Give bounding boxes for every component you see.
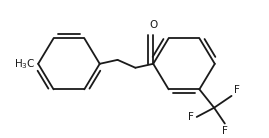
Text: O: O [149,20,157,30]
Text: H$_3$C: H$_3$C [14,57,36,71]
Text: F: F [188,112,194,122]
Text: F: F [234,85,240,95]
Text: F: F [222,126,228,136]
